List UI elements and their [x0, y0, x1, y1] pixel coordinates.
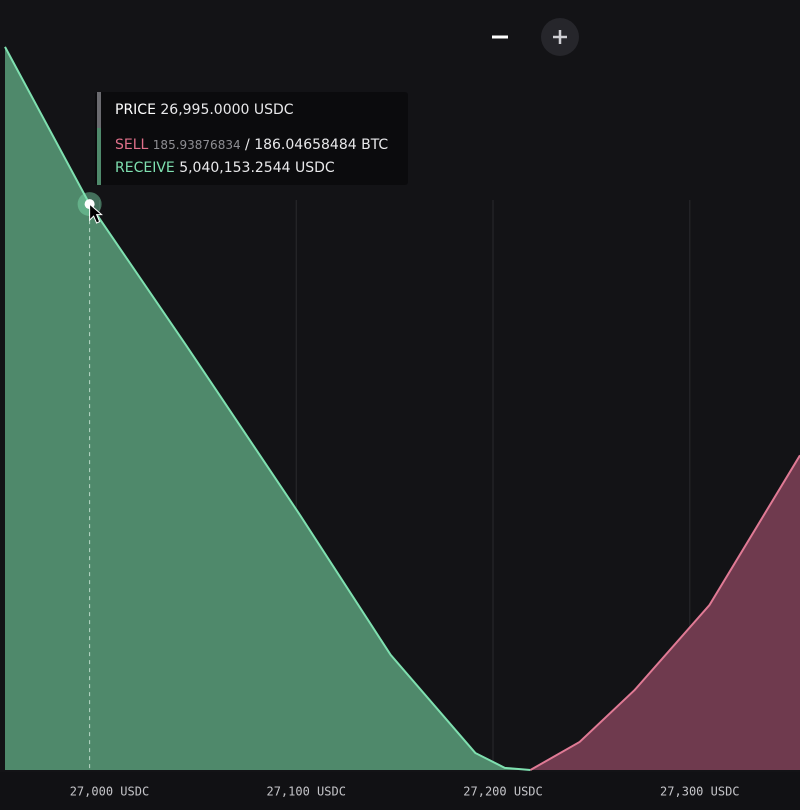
depth-line [529, 454, 800, 771]
tooltip-bg [95, 92, 408, 185]
x-tick-label: 27,000 USDC [70, 785, 149, 799]
receive-label: RECEIVE [115, 160, 175, 176]
price-value: 26,995.0000 USDC [160, 102, 293, 118]
tooltip-sell: SELL 185.93876834 / 186.04658484 BTC [115, 137, 388, 153]
sell-total: / 186.04658484 BTC [245, 137, 388, 153]
depth-area [530, 455, 800, 770]
price-label: PRICE [115, 102, 156, 118]
sell-label: SELL [115, 137, 149, 153]
x-tick-label: 27,200 USDC [463, 785, 542, 799]
x-tick-label: 27,300 USDC [660, 785, 739, 799]
x-tick-label: 27,100 USDC [266, 785, 345, 799]
tooltip-bar-top [97, 92, 101, 128]
tooltip: PRICE 26,995.0000 USDC SELL 185.93876834… [95, 92, 408, 185]
tooltip-receive: RECEIVE 5,040,153.2544 USDC [115, 160, 335, 176]
tooltip-bar [97, 128, 101, 185]
receive-value: 5,040,153.2544 USDC [179, 160, 335, 176]
plot-area: 27,000 USDC 27,100 USDC 27,200 USDC 27,300 … [4, 46, 800, 799]
zoom-in-button[interactable] [541, 18, 579, 56]
tooltip-price: PRICE 26,995.0000 USDC [115, 102, 294, 118]
depth-area [5, 46, 531, 770]
x-axis-band [0, 772, 800, 810]
sell-amount: 185.93876834 [153, 138, 241, 152]
depth-line [4, 46, 531, 771]
cursor [89, 202, 103, 224]
